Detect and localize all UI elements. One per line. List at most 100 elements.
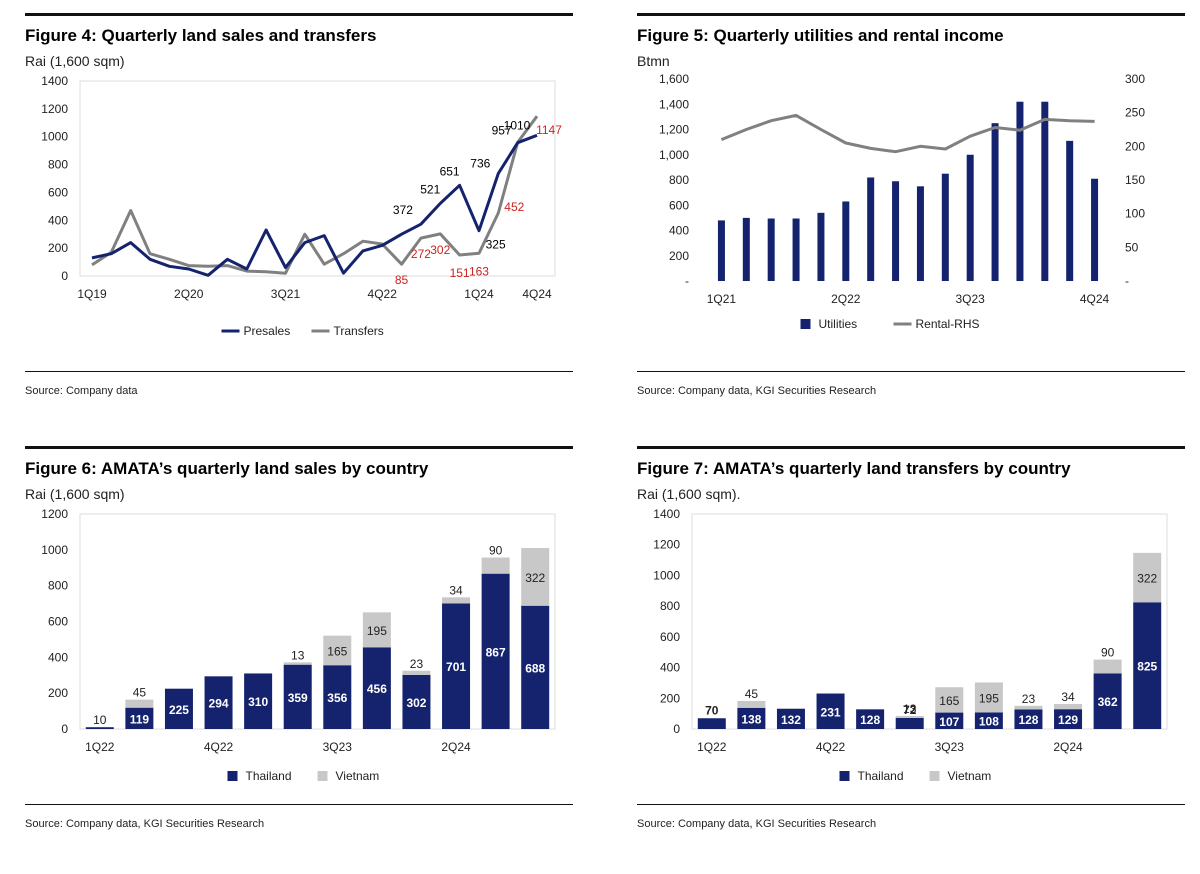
series-line-presales <box>91 133 538 277</box>
data-label-vietnam: 34 <box>1061 690 1075 704</box>
data-label-thailand: 231 <box>821 705 841 719</box>
bar-thailand <box>737 707 766 729</box>
y-tick-label: 100 <box>1125 207 1145 221</box>
data-label-vietnam: 322 <box>525 571 545 585</box>
bar-thailand <box>1014 709 1043 729</box>
x-tick-label: 2Q22 <box>831 292 861 306</box>
data-label-thailand: 302 <box>406 696 426 710</box>
data-label-thailand: 688 <box>525 661 545 675</box>
bar-utilities <box>792 218 800 281</box>
bar-vietnam <box>895 715 924 718</box>
bar-vietnam <box>974 682 1003 713</box>
data-label-vietnam: 45 <box>133 686 147 700</box>
data-label: 736 <box>470 156 490 170</box>
y-tick-label: 1000 <box>653 568 680 582</box>
bar-thailand <box>402 674 431 729</box>
data-label-thailand: 701 <box>446 660 466 674</box>
data-label-vietnam: 45 <box>745 687 759 701</box>
bar-thailand <box>204 676 233 729</box>
bar-utilities <box>717 220 725 281</box>
bottom-rule <box>25 371 573 372</box>
data-label-vietnam: 23 <box>410 657 424 671</box>
data-label-thailand: 359 <box>288 691 308 705</box>
bottom-rule <box>637 371 1185 372</box>
bar-vietnam <box>1093 659 1122 674</box>
bar-thailand <box>244 673 273 729</box>
series-line-rental <box>720 113 1095 154</box>
bottom-rule <box>25 804 573 805</box>
bar-vietnam <box>1133 552 1162 603</box>
y-tick-label: 1000 <box>41 130 68 144</box>
unit-label: Rai (1,600 sqm) <box>25 486 125 502</box>
y-tick-label: 150 <box>1125 173 1145 187</box>
bar-vietnam <box>442 597 471 604</box>
y-tick-label: 1400 <box>41 74 68 88</box>
bar-utilities <box>916 186 924 281</box>
y-tick-label: 1,000 <box>659 148 689 162</box>
bar-thailand <box>125 707 154 729</box>
legend-label-thailand: Thailand <box>246 769 292 783</box>
bar-vietnam <box>323 635 352 666</box>
y-tick-label: 1200 <box>653 538 680 552</box>
bar-utilities <box>842 201 850 281</box>
data-label-vietnam: 165 <box>327 644 347 658</box>
x-tick-label: 4Q22 <box>204 740 234 754</box>
data-label-thailand: 310 <box>248 695 268 709</box>
data-label-thailand: 225 <box>169 703 189 717</box>
y-tick-label: 250 <box>1125 106 1145 120</box>
bar-vietnam <box>481 557 510 574</box>
figure-title: Figure 5: Quarterly utilities and rental… <box>637 26 1004 45</box>
y-tick-label: 400 <box>48 650 68 664</box>
bar-thailand <box>164 688 193 729</box>
x-tick-label: 1Q21 <box>707 292 737 306</box>
data-label-thailand: 70 <box>705 703 719 717</box>
legend-swatch-thailand <box>839 771 850 781</box>
x-tick-label: 3Q23 <box>935 740 965 754</box>
bar-thailand <box>323 665 352 729</box>
legend-swatch-utilities <box>800 319 811 329</box>
land-sales-by-country-stacked-bar-chart: 1200 1000 800 600 400 200 0 10 119 45 225 294 310 359… <box>41 507 556 783</box>
y-tick-label: 1400 <box>653 507 680 521</box>
data-label-vietnam: 23 <box>1022 692 1036 706</box>
bar-utilities <box>1016 101 1024 281</box>
data-label-thailand: 108 <box>979 715 999 729</box>
legend-label-vietnam: Vietnam <box>948 769 992 783</box>
bar-thailand <box>776 708 805 729</box>
data-label-thailand: 107 <box>939 715 959 729</box>
x-tick-label: 4Q24 <box>1080 292 1110 306</box>
figure-title: Figure 7: AMATA’s quarterly land transfe… <box>637 459 1071 478</box>
y-tick-label: 1200 <box>41 507 68 521</box>
bar-vietnam <box>1054 703 1083 710</box>
bar-vietnam <box>737 700 766 708</box>
y-tick-label: 400 <box>669 224 689 238</box>
data-label: 1010 <box>504 118 531 132</box>
data-label-vietnam: 165 <box>939 694 959 708</box>
bar-thailand <box>85 727 114 729</box>
data-label: 452 <box>504 200 524 214</box>
legend-label-vietnam: Vietnam <box>336 769 380 783</box>
legend-swatch-thailand <box>227 771 238 781</box>
top-rule <box>25 13 573 16</box>
source-note: Source: Company data, KGI Securities Res… <box>637 818 877 830</box>
y-tick-label: 800 <box>48 579 68 593</box>
data-label: 521 <box>420 182 440 196</box>
data-label-thailand: 456 <box>367 682 387 696</box>
data-label-vietnam: 13 <box>291 648 305 662</box>
bar-thailand <box>697 718 726 729</box>
bar-thailand <box>521 605 550 729</box>
y-tick-label: 1,400 <box>659 97 689 111</box>
y-tick-label: 800 <box>48 158 68 172</box>
x-tick-label: 3Q23 <box>323 740 353 754</box>
bar-utilities <box>1066 140 1074 281</box>
data-label-thailand: 356 <box>327 691 347 705</box>
data-label: 651 <box>440 164 460 178</box>
y-tick-label: 1,200 <box>659 123 689 137</box>
data-label-vietnam: 34 <box>449 583 463 597</box>
figure-title: Figure 4: Quarterly land sales and trans… <box>25 26 377 45</box>
x-tick-label: 2Q20 <box>174 287 204 301</box>
bar-thailand <box>895 717 924 729</box>
data-label: 372 <box>393 203 413 217</box>
y-tick-label: - <box>685 274 689 288</box>
y-tick-label: 600 <box>660 630 680 644</box>
